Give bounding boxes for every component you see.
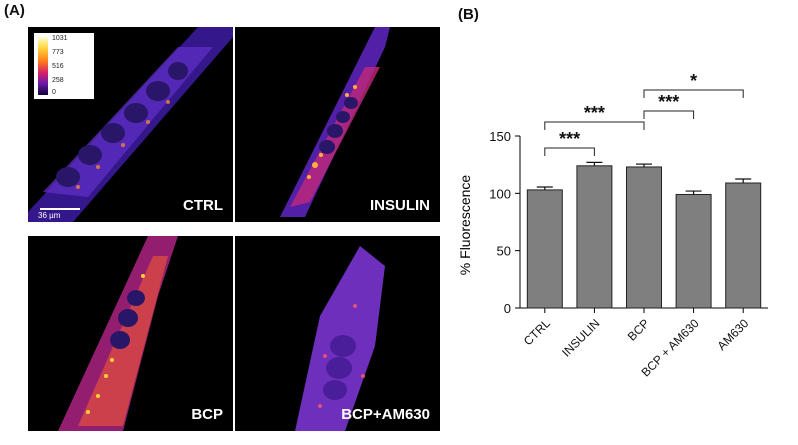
y-tick-label: 50 xyxy=(497,244,511,259)
colorbar-gradient xyxy=(38,37,48,95)
micrograph-label: INSULIN xyxy=(370,197,430,214)
micrograph-label: BCP xyxy=(191,406,223,423)
x-tick-label: AM630 xyxy=(715,316,752,353)
micrograph-ctrl: 1031 773 516 258 0 36 µm CTRL xyxy=(28,27,233,222)
significance-bracket xyxy=(643,89,744,98)
y-axis-label: % Fluorescence xyxy=(457,175,473,276)
x-tick-label: CTRL xyxy=(521,316,553,348)
significance-label: *** xyxy=(559,129,580,149)
scale-bar-label: 36 µm xyxy=(38,211,61,220)
scale-bar xyxy=(40,208,80,210)
significance-bracket xyxy=(544,147,595,156)
bar xyxy=(576,165,613,309)
colorbar-tick: 773 xyxy=(52,49,64,56)
colorbar-tick: 1031 xyxy=(52,35,68,42)
panel-a-label: (A) xyxy=(4,2,25,19)
micrograph-bcp-am630: BCP+AM630 xyxy=(235,236,440,431)
colorbar-tick: 258 xyxy=(52,77,64,84)
significance-label: * xyxy=(690,71,697,91)
bar xyxy=(626,166,662,309)
significance-bracket xyxy=(544,121,645,130)
significance-label: *** xyxy=(658,92,679,112)
bar xyxy=(526,189,563,309)
micrograph-label: CTRL xyxy=(183,197,223,214)
bar xyxy=(675,193,712,309)
significance-bracket xyxy=(643,110,695,119)
y-tick-label: 0 xyxy=(504,301,511,316)
significance-brackets: ********** xyxy=(544,71,744,156)
bars xyxy=(526,161,762,309)
significance-label: *** xyxy=(584,103,605,123)
y-tick-label: 150 xyxy=(489,129,511,144)
micrograph-bcp: BCP xyxy=(28,236,233,431)
y-tick-label: 100 xyxy=(489,186,511,201)
colorbar-tick: 0 xyxy=(52,89,56,96)
panel-b-label: (B) xyxy=(458,6,479,23)
intensity-colorbar: 1031 773 516 258 0 xyxy=(34,33,94,99)
x-tick-label: INSULIN xyxy=(559,316,602,359)
bar xyxy=(725,182,762,309)
x-tick-label: BCP xyxy=(625,316,652,343)
micrograph-label: BCP+AM630 xyxy=(341,406,430,423)
colorbar-tick: 516 xyxy=(52,63,64,70)
micrograph-insulin: INSULIN xyxy=(235,27,440,222)
